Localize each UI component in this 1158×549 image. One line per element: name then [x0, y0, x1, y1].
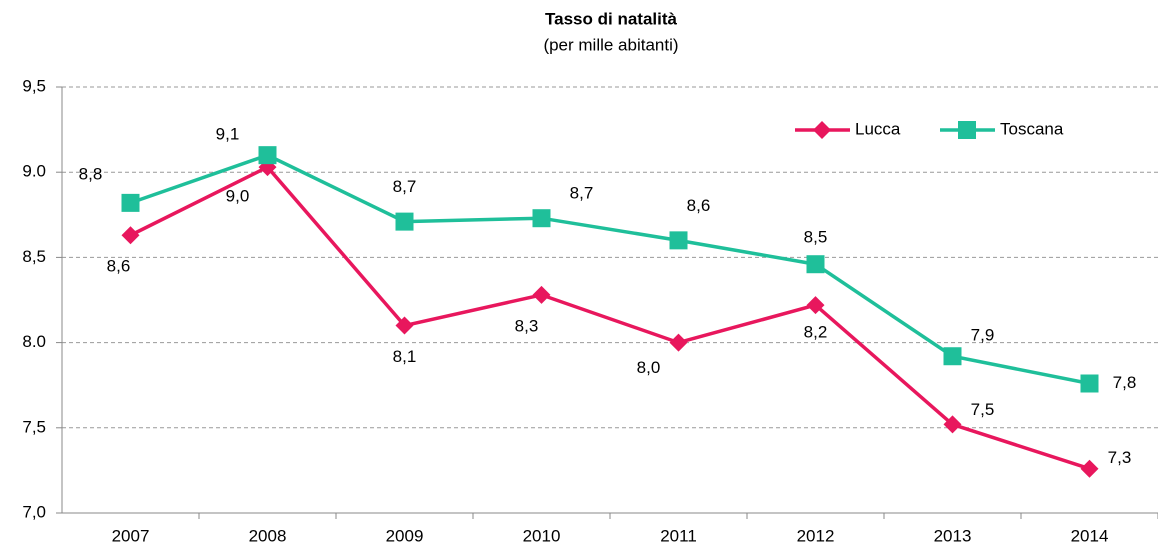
data-label: 7,9 — [971, 326, 995, 345]
data-label: 9,1 — [216, 125, 240, 144]
marker — [806, 255, 825, 274]
legend-label: Toscana — [1000, 119, 1064, 138]
marker — [258, 146, 277, 165]
y-tick-label: 7,5 — [22, 417, 46, 436]
marker — [1080, 374, 1099, 393]
marker — [395, 212, 414, 231]
marker — [669, 231, 688, 250]
data-label: 8,6 — [107, 257, 131, 276]
data-label: 8,3 — [515, 316, 539, 335]
y-tick-label: 9,5 — [22, 76, 46, 95]
x-tick-label: 2008 — [249, 526, 287, 545]
data-label: 8,7 — [570, 184, 594, 203]
x-tick-label: 2007 — [112, 526, 150, 545]
marker — [669, 333, 688, 352]
marker — [121, 193, 140, 212]
marker — [395, 316, 414, 335]
data-label: 8,8 — [79, 164, 103, 183]
chart-title: Tasso di natalità — [545, 9, 677, 28]
marker — [532, 209, 551, 228]
marker — [958, 121, 976, 139]
series-line — [129, 164, 1091, 471]
data-label: 7,3 — [1108, 448, 1132, 467]
legend-label: Lucca — [855, 119, 901, 138]
y-tick-label: 8.0 — [22, 332, 46, 351]
data-label: 7,5 — [971, 400, 995, 419]
data-label: 9,0 — [226, 187, 250, 206]
y-tick-label: 8,5 — [22, 247, 46, 266]
data-label: 8,6 — [687, 196, 711, 215]
series-line — [129, 153, 1090, 386]
y-tick-label: 7,0 — [22, 502, 46, 521]
marker — [121, 226, 140, 245]
marker — [813, 121, 831, 139]
x-tick-label: 2010 — [523, 526, 561, 545]
marker — [532, 285, 551, 304]
y-tick-label: 9.0 — [22, 162, 46, 181]
x-tick-label: 2012 — [797, 526, 835, 545]
x-tick-label: 2013 — [934, 526, 972, 545]
x-tick-label: 2014 — [1071, 526, 1109, 545]
chart-subtitle: (per mille abitanti) — [543, 35, 678, 54]
data-label: 8,2 — [804, 323, 828, 342]
marker — [806, 296, 825, 315]
marker — [943, 415, 962, 434]
data-label: 8,0 — [637, 358, 661, 377]
data-label: 7,8 — [1113, 373, 1137, 392]
data-label: 8,5 — [804, 228, 828, 247]
x-tick-label: 2009 — [386, 526, 424, 545]
marker — [1080, 459, 1099, 478]
data-label: 8,7 — [393, 177, 417, 196]
marker — [943, 347, 962, 366]
x-tick-label: 2011 — [660, 526, 697, 545]
data-label: 8,1 — [393, 347, 417, 366]
